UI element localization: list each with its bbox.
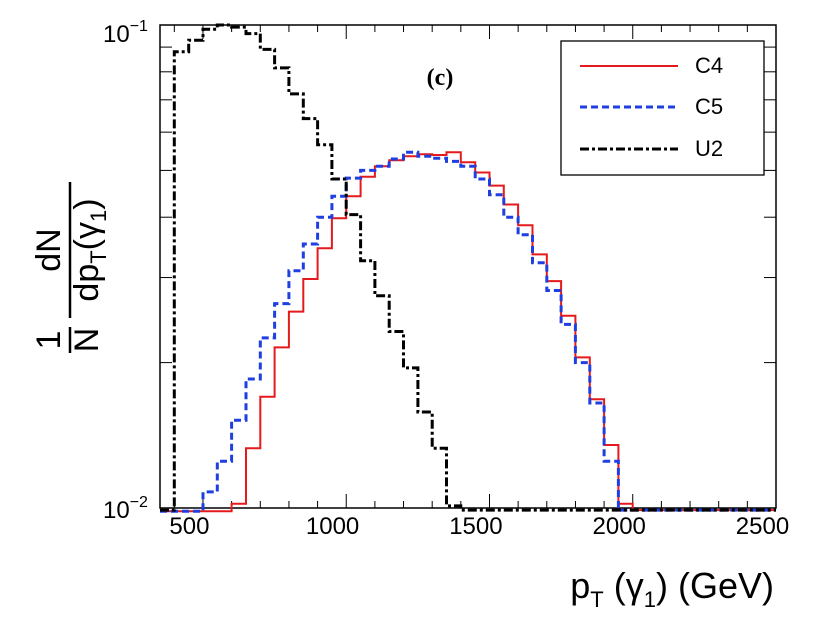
y-title-one-sub: 1 — [86, 210, 111, 222]
y-axis-title: 1 N dN dpT(γ1) — [30, 182, 111, 353]
y-title-n: N — [68, 328, 106, 353]
y-title-t-sub: T — [86, 250, 111, 263]
y-title-close: ) — [68, 198, 106, 209]
y-title-dp: dp — [68, 264, 106, 302]
x-axis-title: pT (γ1) (GeV) — [570, 565, 774, 612]
legend-label-c4: C4 — [695, 53, 723, 78]
x-tick-label-3: 2000 — [593, 513, 646, 540]
x-tick-label-2: 1500 — [449, 513, 502, 540]
x-title-p: p — [570, 565, 590, 606]
panel-annotation: (c) — [427, 65, 454, 91]
series-c5 — [160, 150, 776, 513]
y-tick-bottom-exp: −2 — [130, 494, 148, 511]
plot-frame — [159, 24, 777, 509]
y-tick-label-bottom: 10−2 — [103, 494, 148, 524]
series-c4 — [160, 151, 776, 513]
y-title-gamma: (γ — [68, 222, 106, 250]
legend-label-c5: C5 — [695, 94, 723, 119]
x-title-one-sub: 1 — [644, 587, 656, 612]
y-title-dn: dN — [30, 228, 68, 271]
y-tick-top-base: 10 — [103, 21, 130, 48]
series-layer — [160, 23, 776, 513]
x-title-t-sub: T — [590, 587, 603, 612]
tick-labels: 500 1000 1500 2000 2500 10−1 10−2 — [103, 18, 789, 540]
y-tick-bottom-base: 10 — [103, 497, 130, 524]
y-title-one: 1 — [30, 331, 68, 350]
legend-label-u2: U2 — [695, 136, 723, 161]
legend: C4 C5 U2 — [560, 40, 765, 176]
x-tick-label-0: 500 — [169, 513, 209, 540]
x-tick-label-1: 1000 — [306, 513, 359, 540]
y-title-denominator: dpT(γ1) — [68, 198, 111, 301]
y-tick-top-exp: −1 — [130, 18, 148, 35]
x-title-close: ) (GeV) — [656, 565, 774, 606]
x-title-open: (γ — [604, 565, 644, 606]
series-u2 — [160, 23, 776, 512]
x-tick-label-4: 2500 — [736, 513, 789, 540]
y-tick-label-top: 10−1 — [103, 18, 148, 48]
